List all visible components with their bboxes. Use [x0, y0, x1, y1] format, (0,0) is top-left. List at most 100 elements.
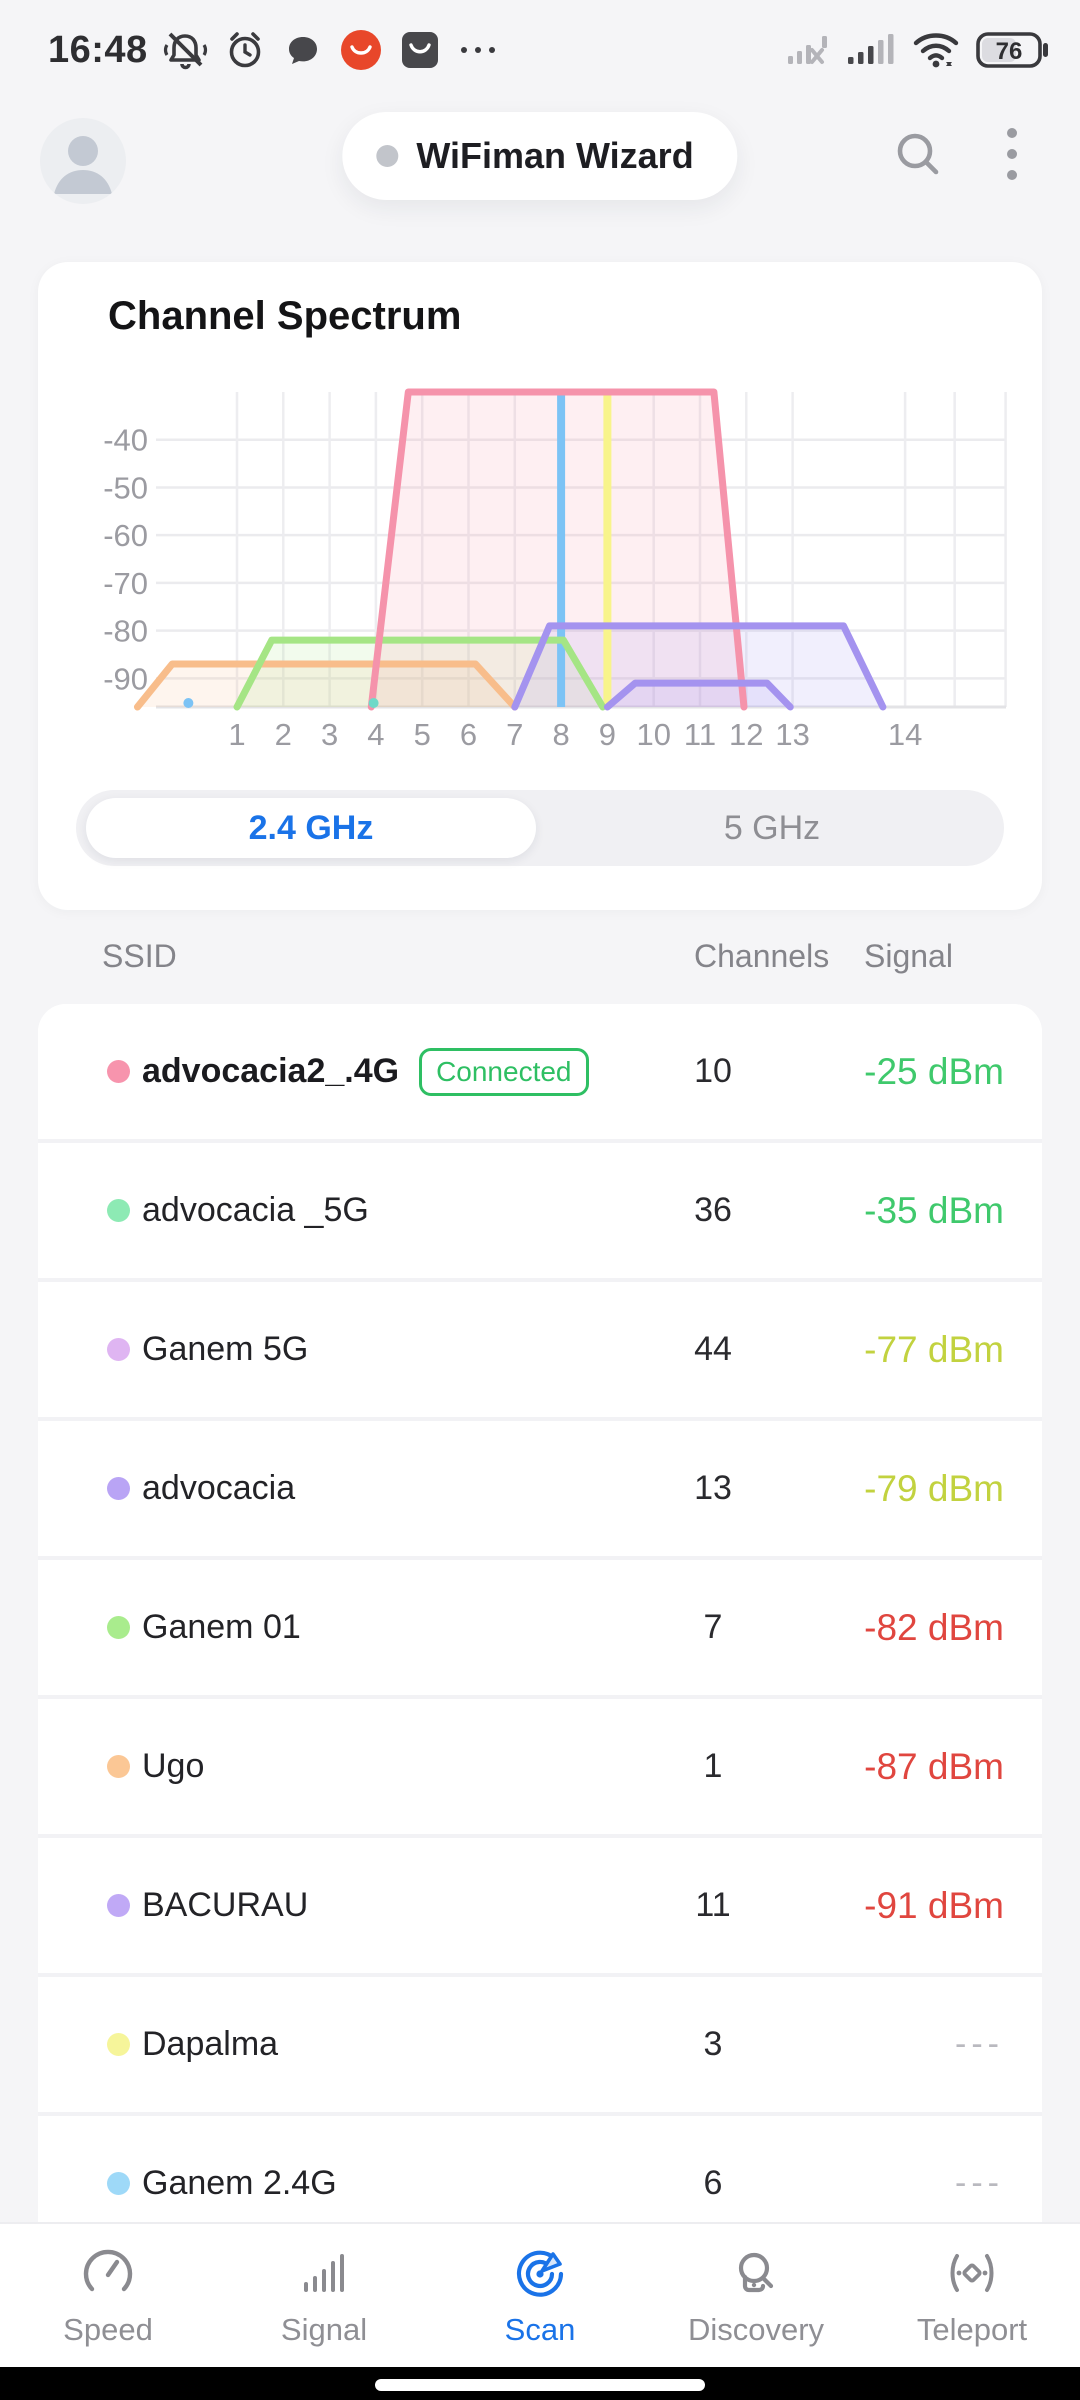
channel-value: 11	[695, 1886, 731, 1924]
cell-signal-icon	[848, 34, 894, 64]
bell-slash-icon	[163, 32, 207, 70]
svg-text:-60: -60	[103, 518, 148, 553]
connected-badge: Connected	[419, 1047, 589, 1096]
table-row[interactable]: advocacia _5G 36 -35 dBm	[38, 1143, 1042, 1282]
menu-button[interactable]	[980, 122, 1044, 186]
app-header: WiFiman Wizard	[0, 104, 1080, 204]
table-row[interactable]: advocacia 13 -79 dBm	[38, 1421, 1042, 1560]
ssid-name: Dapalma	[142, 2025, 279, 2063]
svg-text:-50: -50	[103, 470, 148, 505]
channel-value: 6	[703, 2164, 723, 2202]
ssid-name: advocacia2_.4G	[142, 1052, 400, 1090]
channel-value: 7	[703, 1608, 723, 1646]
table-row[interactable]: BACURAU 11 -91 dBm	[38, 1838, 1042, 1977]
nav-speed[interactable]: Speed	[0, 2224, 216, 2369]
svg-text:8: 8	[552, 717, 569, 752]
ssid-name: Ganem 01	[142, 1608, 301, 1646]
alarm-clock-icon	[229, 32, 261, 68]
tab-5ghz[interactable]: 5 GHz	[723, 808, 821, 847]
svg-text:2: 2	[275, 717, 292, 752]
status-dot	[376, 145, 399, 167]
ssid-color-dot	[107, 2033, 130, 2056]
channel-value: 13	[694, 1469, 732, 1507]
discovery-icon	[738, 2252, 774, 2293]
radar-icon	[516, 2250, 564, 2297]
signal-value: ---	[955, 2025, 1004, 2063]
search-button[interactable]	[886, 122, 950, 186]
bottom-navigation: Speed Signal Scan Discovery	[0, 2222, 1080, 2369]
channel-value: 10	[694, 1052, 732, 1090]
person-icon	[54, 136, 112, 194]
table-row[interactable]: Dapalma 3 ---	[38, 1977, 1042, 2116]
kebab-menu-icon	[1007, 128, 1017, 180]
network-list: advocacia2_.4G Connected 10 -25 dBm advo…	[38, 1004, 1042, 2251]
ssid-name: advocacia	[142, 1469, 296, 1507]
ssid-color-dot	[107, 1199, 130, 1222]
nav-signal[interactable]: Signal	[216, 2224, 432, 2369]
svg-text:13: 13	[775, 717, 809, 752]
chart-title: Channel Spectrum	[108, 294, 462, 338]
app-title-pill[interactable]: WiFiman Wizard	[342, 112, 738, 200]
table-header: SSID Channels Signal	[0, 938, 1080, 988]
svg-text:10: 10	[636, 717, 670, 752]
channel-spectrum-card: Channel Spectrum -40 -50 -60 -70 -80 -90 1 2 3 4 5…	[38, 262, 1042, 910]
sim1-no-signal-icon	[788, 36, 827, 64]
ssid-color-dot	[107, 1338, 130, 1361]
nav-scan[interactable]: Scan	[432, 2224, 648, 2369]
home-indicator[interactable]	[375, 2379, 705, 2391]
signal-value: ---	[955, 2164, 1004, 2202]
ssid-color-dot	[107, 1894, 130, 1917]
more-notifications-icon	[460, 47, 495, 53]
nav-teleport[interactable]: Teleport	[864, 2224, 1080, 2369]
table-row[interactable]: Ugo 1 -87 dBm	[38, 1699, 1042, 1838]
ssid-color-dot	[107, 2172, 130, 2195]
channel-value: 44	[694, 1330, 732, 1368]
svg-text:-90: -90	[103, 661, 148, 696]
svg-text:1: 1	[228, 717, 245, 752]
ssid-color-dot	[107, 1755, 130, 1778]
table-row[interactable]: Ganem 01 7 -82 dBm	[38, 1560, 1042, 1699]
system-gesture-area	[0, 2367, 1080, 2400]
status-bar: 16:48	[0, 0, 1080, 100]
nav-label: Teleport	[916, 2312, 1028, 2347]
ssid-name: advocacia _5G	[142, 1191, 369, 1229]
battery-percent-text: 76	[996, 38, 1023, 65]
ssid-color-dot	[107, 1060, 130, 1083]
teleport-icon	[950, 2254, 994, 2292]
channel-value: 3	[703, 2025, 723, 2063]
nav-discovery[interactable]: Discovery	[648, 2224, 864, 2369]
signal-value: -91 dBm	[864, 1884, 1004, 1926]
ssid-name: BACURAU	[142, 1886, 309, 1924]
svg-text:4: 4	[367, 717, 384, 752]
signal-value: -79 dBm	[864, 1467, 1004, 1509]
ssid-name: Ganem 5G	[142, 1330, 309, 1368]
svg-text:14: 14	[888, 717, 922, 752]
signal-value: -35 dBm	[864, 1189, 1004, 1231]
clock-time: 16:48	[48, 28, 148, 71]
ssid-name: Ugo	[142, 1747, 205, 1785]
table-row[interactable]: advocacia2_.4G Connected 10 -25 dBm	[38, 1004, 1042, 1143]
svg-text:5: 5	[414, 717, 431, 752]
svg-text:7: 7	[506, 717, 523, 752]
band-selector: 2.4 GHz 5 GHz	[76, 790, 1004, 866]
svg-text:12: 12	[729, 717, 763, 752]
shop-app-icon	[401, 32, 438, 68]
avatar[interactable]	[40, 118, 126, 204]
ssid-color-dot	[107, 1616, 130, 1639]
aliexpress-app-icon	[340, 30, 381, 70]
chat-bubble-icon	[288, 37, 317, 64]
battery-icon: 76	[976, 32, 1048, 68]
wifi-icon	[913, 33, 959, 68]
svg-text:-70: -70	[103, 566, 148, 601]
table-row[interactable]: Ganem 5G 44 -77 dBm	[38, 1282, 1042, 1421]
header-channels: Channels	[694, 938, 830, 974]
svg-text:9: 9	[599, 717, 616, 752]
tab-2-4ghz[interactable]: 2.4 GHz	[86, 798, 536, 858]
signal-value: -25 dBm	[864, 1050, 1004, 1092]
speedometer-icon	[83, 2249, 133, 2292]
search-icon	[897, 133, 939, 175]
svg-text:3: 3	[321, 717, 338, 752]
signal-bars-icon	[304, 2254, 344, 2292]
signal-value: -77 dBm	[864, 1328, 1004, 1370]
signal-value: -87 dBm	[864, 1745, 1004, 1787]
